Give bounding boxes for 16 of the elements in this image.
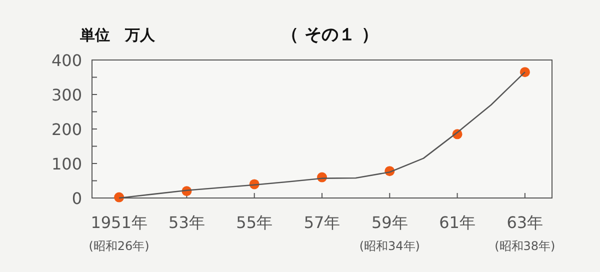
x-tick-label: 55年 [236, 213, 273, 232]
chart-title: （ その１ ） [282, 25, 378, 45]
y-tick-label: 200 [51, 120, 82, 139]
y-tick-label: 400 [51, 51, 82, 70]
point [520, 67, 530, 78]
y-axis-title: 単位 万人 [79, 26, 156, 44]
x-tick-label: 57年 [304, 213, 340, 232]
x-tick-label: 1951年 (昭和26年) [88, 213, 150, 253]
x-tick-label: 63年 (昭和38年) [494, 213, 556, 253]
x-tick-label: 61年 [439, 213, 476, 232]
x-tick-label: 59年 (昭和34年) [359, 213, 420, 253]
y-tick-label: 0 [72, 189, 82, 208]
x-tick-label: 53年 [168, 213, 205, 232]
point [114, 192, 124, 202]
y-tick-label: 300 [51, 86, 82, 104]
y-tick-label: 100 [51, 154, 82, 174]
